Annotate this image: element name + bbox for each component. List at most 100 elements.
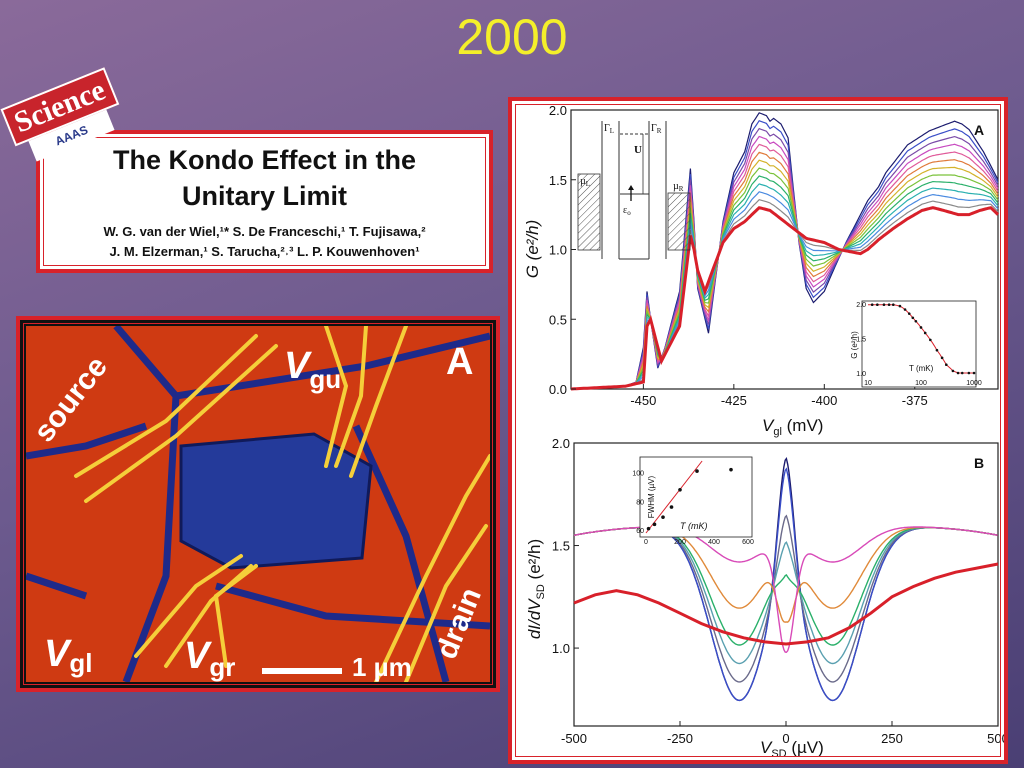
panel-a-ytick-label: 0.5 xyxy=(549,312,567,327)
panel-a-series-line xyxy=(570,159,999,390)
panel-a-inset-point xyxy=(876,303,879,306)
panel-a-xtick-label: -425 xyxy=(721,393,747,408)
panel-b-inset-xtick-label: 0 xyxy=(644,539,648,546)
panel-a-inset-point xyxy=(911,316,915,320)
panel-b-inset: 0 200 400 600 60 80 100 xyxy=(632,460,754,546)
panel-b-inset-point xyxy=(661,515,665,519)
gamma-l-label: ΓL xyxy=(604,123,614,135)
panel-a-label: A xyxy=(974,122,984,138)
panel-a-inset-ytick-label: 1.5 xyxy=(856,337,866,344)
panel-a-xtick-label: -450 xyxy=(630,393,656,408)
gate-vgl-1 xyxy=(134,554,243,658)
paper-title-line-1: The Kondo Effect in the xyxy=(113,145,416,175)
panel-a-series-line xyxy=(570,167,999,390)
panel-a-series-line xyxy=(570,183,999,390)
panel-a-inset-ytick-label: 2.0 xyxy=(856,302,866,309)
panel-b-inset-point xyxy=(695,469,699,473)
panel-b-inset-xtick-label: 600 xyxy=(742,539,754,546)
gate-vgu-3 xyxy=(349,326,408,478)
trench-right xyxy=(352,424,450,682)
panel-a-series-line xyxy=(570,206,1000,391)
panel-a-inset-point xyxy=(951,369,955,373)
panel-a-inset-point xyxy=(960,371,964,375)
paper-title-line-2: Unitary Limit xyxy=(181,181,348,211)
panel-a-inset-point xyxy=(887,303,891,306)
etched-trenches xyxy=(26,326,490,682)
trench-bottom xyxy=(215,582,490,630)
spin-arrow-head xyxy=(628,185,634,190)
panel-a-inset-point xyxy=(940,356,944,360)
panel-b-xtick-label: 0 xyxy=(782,731,789,746)
panel-a-inset-point xyxy=(898,304,902,308)
mu-r-label: µR xyxy=(673,181,684,193)
panel-b-inset-point xyxy=(669,505,674,509)
label-vgl: Vgl xyxy=(44,633,92,678)
panel-b-ytick-label: 2.0 xyxy=(552,436,570,451)
panel-a-inset-ytick-label: 1.0 xyxy=(856,371,866,378)
panel-b-xtick-label: 500 xyxy=(987,731,1004,746)
panel-b-inset-ytick-label: 60 xyxy=(636,528,644,535)
panel-b-inset-ylabel: FWHM (µV) xyxy=(647,475,656,518)
panel-a-series-line xyxy=(570,143,999,390)
panel-a-inset-point xyxy=(967,371,971,375)
panel-b-inset-fit xyxy=(645,460,703,534)
scale-bar-label: 1 µm xyxy=(352,652,412,682)
panel-b-ylabel: dI/dVSD (e²/h) xyxy=(525,539,547,639)
gate-vgu-2 xyxy=(334,326,368,468)
panel-a-series-line xyxy=(570,175,999,390)
trench-left xyxy=(113,326,180,682)
panel-a-ylabel: G (e²/h) xyxy=(523,220,542,279)
panel-b-inset-point xyxy=(646,526,651,531)
panel-a-inset-xtick-label: 10 xyxy=(864,380,872,387)
panel-a-inset-point xyxy=(919,326,923,329)
panel-b-inset-point xyxy=(678,488,682,492)
scale-bar xyxy=(262,668,342,674)
micrograph-panel-label: A xyxy=(446,341,473,383)
panel-a-inset-xtick-label: 1000 xyxy=(966,380,982,387)
panel-b-inset-xlabel: T (mK) xyxy=(680,521,708,531)
conductance-figure: -450 -425 -400 -375 0.0 0.5 1.0 1.5 2.0 A G (e²/… xyxy=(523,103,1004,760)
trench-top xyxy=(175,332,490,400)
panel-b-xtick-label: -250 xyxy=(667,731,693,746)
panel-a-inset-point xyxy=(891,303,895,306)
panel-a-inset-point xyxy=(914,319,918,323)
panel-b-xtick-label: -500 xyxy=(561,731,587,746)
gate-vgu-1 xyxy=(324,326,349,468)
panel-a-inset-point xyxy=(923,331,927,335)
device-micrograph-frame: source drain Vgu A Vgl Vgr 1 µm xyxy=(16,316,500,692)
energy-diagram-inset: ΓL ΓR U µL µR εo xyxy=(577,121,691,260)
lead-left xyxy=(577,173,601,251)
panel-a-series xyxy=(570,112,1000,391)
panel-a-inset-point xyxy=(944,363,948,367)
panel-a-inset-point xyxy=(903,308,907,311)
panel-a-series-line xyxy=(570,151,999,390)
panel-b-ytick-label: 1.5 xyxy=(552,539,570,554)
trench-upper-left xyxy=(26,422,148,460)
label-vgu: Vgu xyxy=(284,345,341,394)
quantum-dot-region xyxy=(179,432,373,570)
panel-b-inset-point xyxy=(652,522,657,527)
panel-a-inset-point xyxy=(870,303,874,306)
panel-a-series-line xyxy=(570,135,999,390)
panel-b-label: B xyxy=(974,455,984,471)
paper-title: The Kondo Effect in the Unitary Limit xyxy=(40,142,489,214)
panel-a-inset-point xyxy=(929,338,932,342)
panel-a-inset-point xyxy=(956,371,960,375)
panel-a-inset-point xyxy=(972,371,976,375)
gate-source-1 xyxy=(74,334,258,478)
label-vgr: Vgr xyxy=(184,635,235,682)
panel-b-ytick-label: 1.0 xyxy=(552,641,570,656)
panel-a-series-line xyxy=(570,127,999,390)
panel-a-inset-ylabel: G (e²/h) xyxy=(850,331,859,359)
panel-a-inset-point xyxy=(882,303,886,306)
panel-a-ytick-label: 0.0 xyxy=(549,382,567,397)
panel-a-inset: 10 100 1000 1.0 1.5 2.0 xyxy=(856,302,982,387)
panel-b-xtick-label: 250 xyxy=(881,731,903,746)
panel-a-inset-area xyxy=(861,300,977,388)
u-label: U xyxy=(634,144,642,156)
panel-a-xtick-label: -375 xyxy=(902,393,928,408)
gate-electrodes xyxy=(74,326,490,682)
panel-a-ticks: -450 -425 -400 -375 0.0 0.5 1.0 1.5 2.0 xyxy=(549,103,928,408)
gamma-r-label: ΓR xyxy=(651,123,662,135)
paper-authors: W. G. van der Wiel,¹* S. De Franceschi,¹… xyxy=(40,222,489,262)
